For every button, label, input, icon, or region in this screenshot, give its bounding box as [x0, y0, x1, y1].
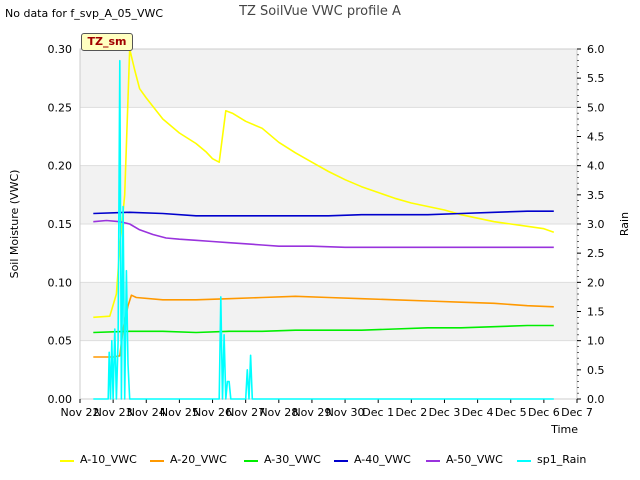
x-tick-label: Nov 25	[160, 406, 199, 419]
legend-swatch	[60, 460, 74, 462]
legend-label: A-30_VWC	[264, 453, 321, 466]
y2-tick-label: 5.0	[587, 101, 605, 114]
y2-axis-label: Rain	[618, 212, 631, 236]
y-tick-label: 0.20	[48, 160, 73, 173]
legend-swatch	[426, 460, 440, 462]
x-tick-label: Dec 2	[395, 406, 427, 419]
y2-tick-label: 6.0	[587, 43, 605, 56]
chart-title: TZ SoilVue VWC profile A	[239, 4, 401, 19]
x-tick-label: Nov 24	[127, 406, 166, 419]
legend-swatch	[517, 460, 531, 462]
y2-tick-label: 1.0	[587, 335, 605, 348]
y-tick-label: 0.30	[48, 43, 73, 56]
x-tick-label: Nov 27	[226, 406, 265, 419]
series-line-a-30-vwc	[93, 324, 554, 334]
y2-tick-label: 5.5	[587, 72, 605, 85]
series-line-a-40-vwc	[93, 210, 554, 217]
legend-label: A-50_VWC	[446, 453, 503, 466]
y2-tick-label: 1.5	[587, 306, 605, 319]
legend-swatch	[334, 460, 348, 462]
y-tick-label: 0.00	[48, 393, 73, 406]
x-tick-label: Nov 23	[94, 406, 133, 419]
y2-tick-label: 4.5	[587, 131, 605, 144]
plot-band	[80, 49, 577, 108]
x-tick-label: Nov 30	[326, 406, 365, 419]
y-tick-label: 0.10	[48, 276, 73, 289]
x-tick-label: Nov 26	[193, 406, 232, 419]
legend-label: sp1_Rain	[537, 453, 587, 466]
x-tick-label: Nov 28	[259, 406, 298, 419]
y2-tick-label: 3.5	[587, 189, 605, 202]
y2-tick-label: 3.0	[587, 218, 605, 231]
series-line-a-50-vwc	[93, 219, 554, 249]
x-tick-label: Dec 4	[462, 406, 494, 419]
legend-label: A-10_VWC	[80, 453, 137, 466]
legend-label: A-40_VWC	[354, 453, 411, 466]
plot-band	[80, 340, 577, 399]
y-tick-label: 0.25	[48, 101, 73, 114]
x-tick-label: Dec 6	[528, 406, 560, 419]
series-line-sp1-rain	[93, 59, 554, 400]
series-line-a-10-vwc	[93, 48, 555, 319]
y2-tick-label: 2.5	[587, 247, 605, 260]
y2-tick-label: 0.0	[587, 393, 605, 406]
y2-tick-label: 4.0	[587, 160, 605, 173]
x-tick-label: Dec 5	[495, 406, 527, 419]
x-tick-label: Dec 7	[561, 406, 593, 419]
x-tick-label: Nov 29	[292, 406, 331, 419]
x-axis-label: Time	[550, 423, 578, 436]
plot-band	[80, 107, 577, 166]
y-tick-label: 0.15	[48, 218, 73, 231]
y2-tick-label: 2.0	[587, 276, 605, 289]
y-axis-label: Soil Moisture (VWC)	[8, 170, 21, 279]
x-tick-label: Dec 1	[362, 406, 394, 419]
legend-swatch	[244, 460, 258, 462]
legend-swatch	[150, 460, 164, 462]
legend: A-10_VWC A-20_VWC A-30_VWC A-40_VWC A-50_VWC…	[0, 452, 640, 470]
site-badge: TZ_sm	[81, 33, 133, 51]
y2-tick-label: 0.5	[587, 364, 605, 377]
plot-band	[80, 224, 577, 283]
y-tick-label: 0.05	[48, 335, 73, 348]
legend-label: A-20_VWC	[170, 453, 227, 466]
x-tick-label: Dec 3	[429, 406, 461, 419]
no-data-note: No data for f_svp_A_05_VWC	[5, 7, 164, 20]
x-tick-label: Nov 22	[61, 406, 100, 419]
